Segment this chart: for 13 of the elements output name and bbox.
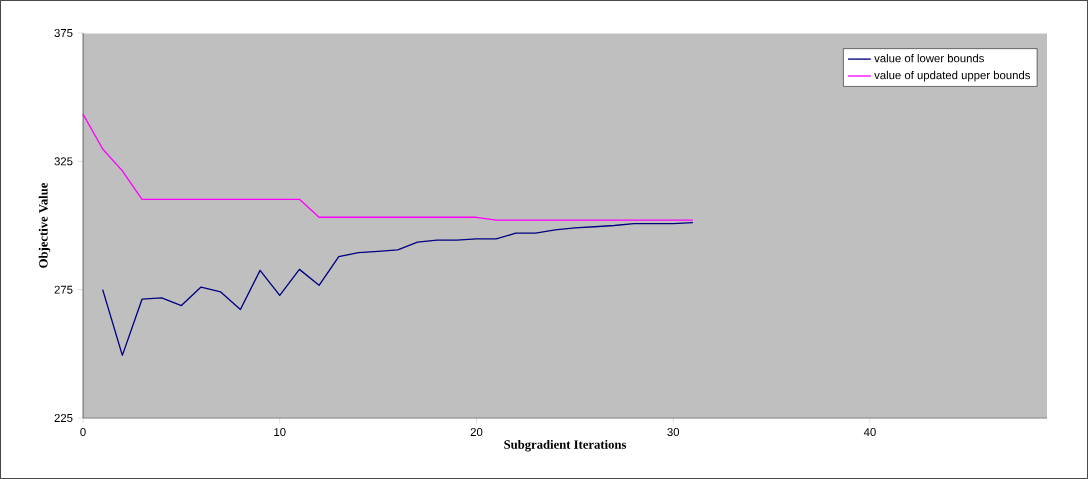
x-tick-label: 10	[274, 428, 286, 437]
y-tick-label: 275	[54, 285, 73, 294]
legend-label: value of lower bounds	[874, 53, 984, 63]
legend-label: value of updated upper bounds	[874, 70, 1030, 82]
x-tick-label: 30	[667, 428, 680, 437]
x-tick-label: 40	[863, 428, 876, 437]
y-tick-label: 375	[54, 29, 73, 38]
y-tick-label: 225	[54, 414, 73, 423]
x-tick-label: 20	[470, 428, 483, 437]
x-tick-label: 0	[80, 428, 86, 437]
y-tick-label: 325	[54, 157, 73, 166]
x-axis-title: Subgradient Iterations	[504, 439, 627, 452]
y-axis-title: Objective Value	[38, 182, 51, 268]
